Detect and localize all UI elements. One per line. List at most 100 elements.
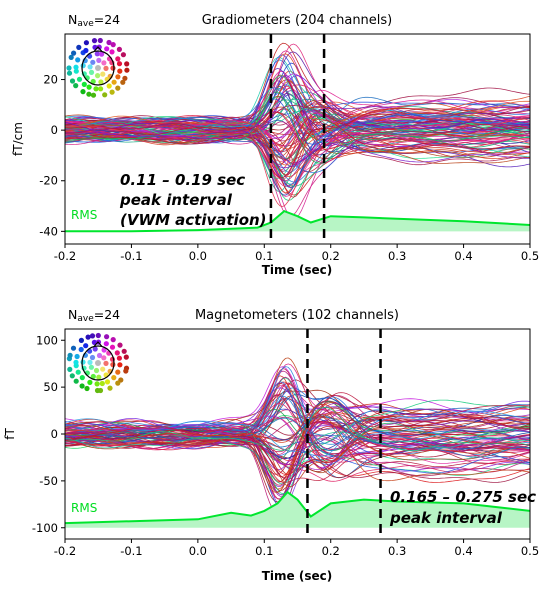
sensor-dot (109, 344, 116, 350)
sensor-dot (94, 51, 100, 57)
sensor-head-icon (66, 37, 130, 98)
y-axis-label: fT (3, 428, 17, 440)
channel-trace (65, 406, 530, 452)
y-tick-label: 50 (43, 380, 58, 394)
channel-trace (65, 377, 530, 476)
sensor-dot (90, 373, 96, 380)
sensor-dot (95, 65, 101, 71)
channel-trace (65, 409, 530, 457)
sensor-dot (67, 352, 73, 358)
interval-lines (306, 329, 382, 539)
sensor-dot (117, 362, 123, 368)
y-tick-label: -40 (39, 224, 58, 238)
sensor-dot (106, 39, 112, 46)
sensor-dot (81, 81, 87, 87)
sensor-dot (120, 52, 126, 58)
y-tick-label: 20 (43, 73, 58, 87)
sensor-dot (83, 343, 89, 349)
sensor-dot (68, 54, 74, 60)
sensor-dot (115, 369, 121, 375)
channel-trace (65, 107, 530, 144)
sensor-dot (95, 332, 101, 339)
gradiometer-panel: Nave=24 Gradiometers (204 channels) -0.2… (11, 12, 539, 277)
sensor-dot (94, 381, 100, 387)
head-outline (81, 345, 115, 381)
sensor-dot (71, 50, 77, 56)
magnetometer-panel: Nave=24 Magnetometers (102 channels) -0.… (3, 307, 539, 583)
x-tick-label: -0.1 (120, 544, 142, 558)
sensor-dot (115, 85, 121, 91)
sensor-dot (104, 379, 111, 385)
channel-trace (65, 54, 530, 127)
sensor-dot (84, 385, 90, 392)
sensor-dot (73, 68, 79, 74)
sensor-dot (80, 63, 86, 69)
sensor-dot (115, 56, 121, 62)
annotation-line-1: 0.11 – 0.19 sec (120, 171, 245, 189)
channel-trace (65, 105, 530, 134)
sensor-dot (89, 333, 96, 339)
sensor-dot (116, 46, 122, 52)
sensor-dot (124, 67, 130, 73)
sensor-dot (111, 79, 117, 85)
x-tick-label: 0.0 (189, 544, 207, 558)
channel-trace (65, 118, 530, 169)
sensor-dot (111, 375, 117, 381)
channel-trace (65, 106, 530, 198)
sensor-dot (93, 86, 99, 92)
y-tick-label: -20 (39, 174, 58, 188)
sensor-dot (103, 65, 109, 71)
channel-trace (65, 75, 530, 163)
annotation-line-2: peak interval (119, 191, 233, 209)
channel-trace (65, 417, 530, 458)
sensor-dot (124, 61, 130, 67)
panel-title: Gradiometers (204 channels) (202, 13, 393, 28)
sensor-dot (115, 74, 121, 80)
channel-traces (65, 357, 530, 515)
sensor-dot (86, 84, 92, 90)
sensor-dot (89, 354, 96, 361)
sensor-dot (93, 367, 100, 374)
channel-trace (65, 413, 530, 486)
sensor-dot (100, 366, 106, 372)
sensor-dot (97, 37, 103, 44)
channel-trace (65, 366, 530, 451)
x-ticks: -0.2 -0.1 0.0 0.1 0.2 0.3 0.4 0.5 (54, 539, 539, 558)
sensor-dot (102, 92, 108, 98)
sensor-dot (110, 42, 116, 48)
sensor-dot (90, 78, 96, 85)
sensor-dot (88, 364, 94, 370)
sensor-dot (95, 73, 101, 79)
channel-trace (65, 387, 530, 431)
channel-trace (65, 98, 530, 145)
sensor-dot (76, 44, 82, 50)
peak-annotation: 0.165 – 0.275 sec peak interval (389, 488, 536, 527)
sensor-dot (90, 59, 96, 65)
channel-trace (65, 100, 530, 166)
sensor-dot (115, 380, 121, 386)
channel-trace (65, 87, 530, 137)
sensor-dot (96, 352, 103, 359)
rms-label: RMS (71, 501, 97, 515)
sensor-dot (90, 92, 97, 98)
sensor-dot (80, 89, 86, 95)
channel-trace (65, 117, 530, 173)
sensor-dot (96, 374, 102, 380)
sensor-dot (73, 83, 79, 89)
sensor-dot (79, 383, 85, 389)
sensor-dot (75, 57, 81, 63)
sensor-dot (116, 355, 122, 361)
x-tick-label: 0.3 (388, 544, 406, 558)
x-tick-label: 0.1 (255, 249, 273, 263)
sensor-dot (75, 369, 81, 375)
channel-trace (65, 73, 530, 155)
channel-trace (65, 381, 530, 474)
sensor-dot (116, 61, 123, 67)
sensor-dot (74, 353, 80, 360)
sensor-dot (66, 65, 72, 71)
channel-trace (65, 392, 530, 479)
rms-fill (65, 492, 530, 528)
x-tick-label: 0.2 (322, 544, 340, 558)
channel-trace (65, 120, 530, 176)
